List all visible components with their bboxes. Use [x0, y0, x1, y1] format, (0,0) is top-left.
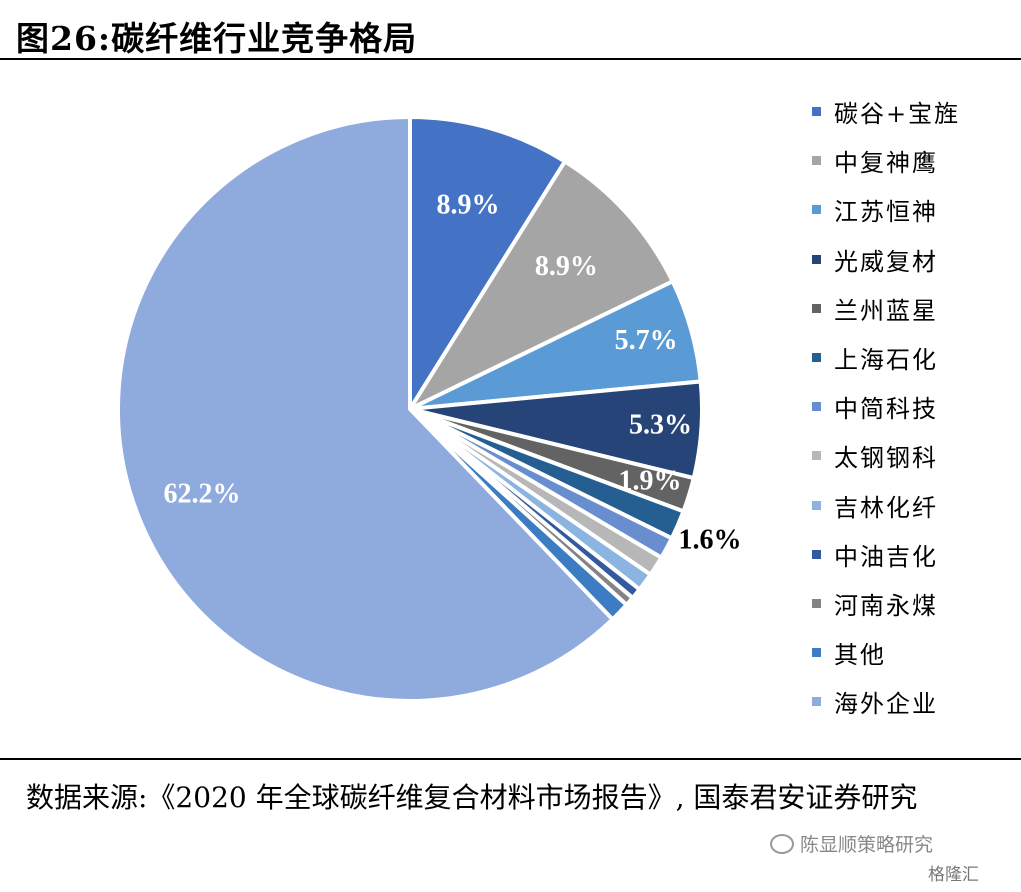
legend-label: 海外企业 — [834, 690, 938, 719]
legend-swatch — [812, 107, 821, 117]
watermark: 陈显顺策略研究 — [770, 830, 933, 857]
legend-swatch — [812, 549, 821, 559]
legend-swatch — [812, 598, 821, 608]
pie-slice-1 — [408, 115, 567, 411]
legend-item-9: 吉林化纤 — [812, 481, 1017, 530]
data-label-4: 5.3% — [629, 410, 692, 441]
legend-swatch — [812, 648, 821, 658]
legend-label: 河南永煤 — [834, 591, 938, 620]
legend-label: 江苏恒神 — [834, 198, 938, 227]
legend-swatch — [812, 500, 821, 510]
legend-label: 碳谷+宝旌 — [834, 100, 961, 129]
legend-label: 兰州蓝星 — [834, 296, 938, 325]
watermark-logo-text: 格隆汇 — [928, 865, 979, 885]
legend-item-8: 太钢钢科 — [812, 431, 1017, 480]
legend-label: 其他 — [834, 641, 886, 670]
legend-label: 光威复材 — [834, 247, 938, 276]
legend-swatch — [812, 303, 821, 313]
legend-label: 太钢钢科 — [834, 444, 938, 473]
pie-slice-2 — [408, 159, 675, 411]
legend-swatch — [812, 254, 821, 264]
legend-swatch — [812, 353, 821, 363]
legend-label: 中复神鹰 — [834, 149, 938, 178]
legend-item-1: 碳谷+宝旌 — [812, 87, 1017, 136]
legend-item-11: 河南永煤 — [812, 579, 1017, 628]
pie-chart: 8.9%8.9%5.7%5.3%1.9%1.6%62.2% — [116, 115, 742, 703]
source-divider — [0, 758, 1021, 760]
legend-label: 中简科技 — [834, 395, 938, 424]
legend-swatch — [812, 205, 821, 215]
wechat-icon — [770, 833, 794, 854]
legend-item-3: 江苏恒神 — [812, 185, 1017, 234]
legend-item-12: 其他 — [812, 628, 1017, 677]
legend-swatch — [812, 451, 821, 461]
chart-legend: 碳谷+宝旌中复神鹰江苏恒神光威复材兰州蓝星上海石化中简科技太钢钢科吉林化纤中油吉… — [812, 87, 1017, 726]
legend-item-4: 光威复材 — [812, 235, 1017, 284]
watermark-text: 陈显顺策略研究 — [800, 834, 934, 856]
legend-item-2: 中复神鹰 — [812, 136, 1017, 185]
data-label-3: 5.7% — [615, 325, 678, 356]
pie-slice-13 — [116, 115, 615, 703]
data-label-6: 1.6% — [679, 524, 742, 555]
data-label-1: 8.9% — [437, 189, 500, 220]
legend-item-10: 中油吉化 — [812, 530, 1017, 579]
page-title: 图26:碳纤维行业竞争格局 — [16, 19, 418, 58]
data-label-2: 8.9% — [535, 251, 598, 282]
legend-swatch — [812, 156, 821, 166]
legend-swatch — [812, 402, 821, 412]
legend-label: 中油吉化 — [834, 542, 938, 571]
source-note: 数据来源:《2020 年全球碳纤维复合材料市场报告》, 国泰君安证券研究 — [26, 781, 918, 814]
title-divider — [0, 58, 1021, 60]
legend-item-13: 海外企业 — [812, 677, 1017, 726]
legend-label: 吉林化纤 — [834, 493, 938, 522]
legend-item-6: 上海石化 — [812, 333, 1017, 382]
legend-label: 上海石化 — [834, 346, 938, 375]
data-label-13: 62.2% — [164, 478, 241, 509]
legend-item-7: 中简科技 — [812, 382, 1017, 431]
legend-swatch — [812, 697, 821, 707]
legend-item-5: 兰州蓝星 — [812, 284, 1017, 333]
